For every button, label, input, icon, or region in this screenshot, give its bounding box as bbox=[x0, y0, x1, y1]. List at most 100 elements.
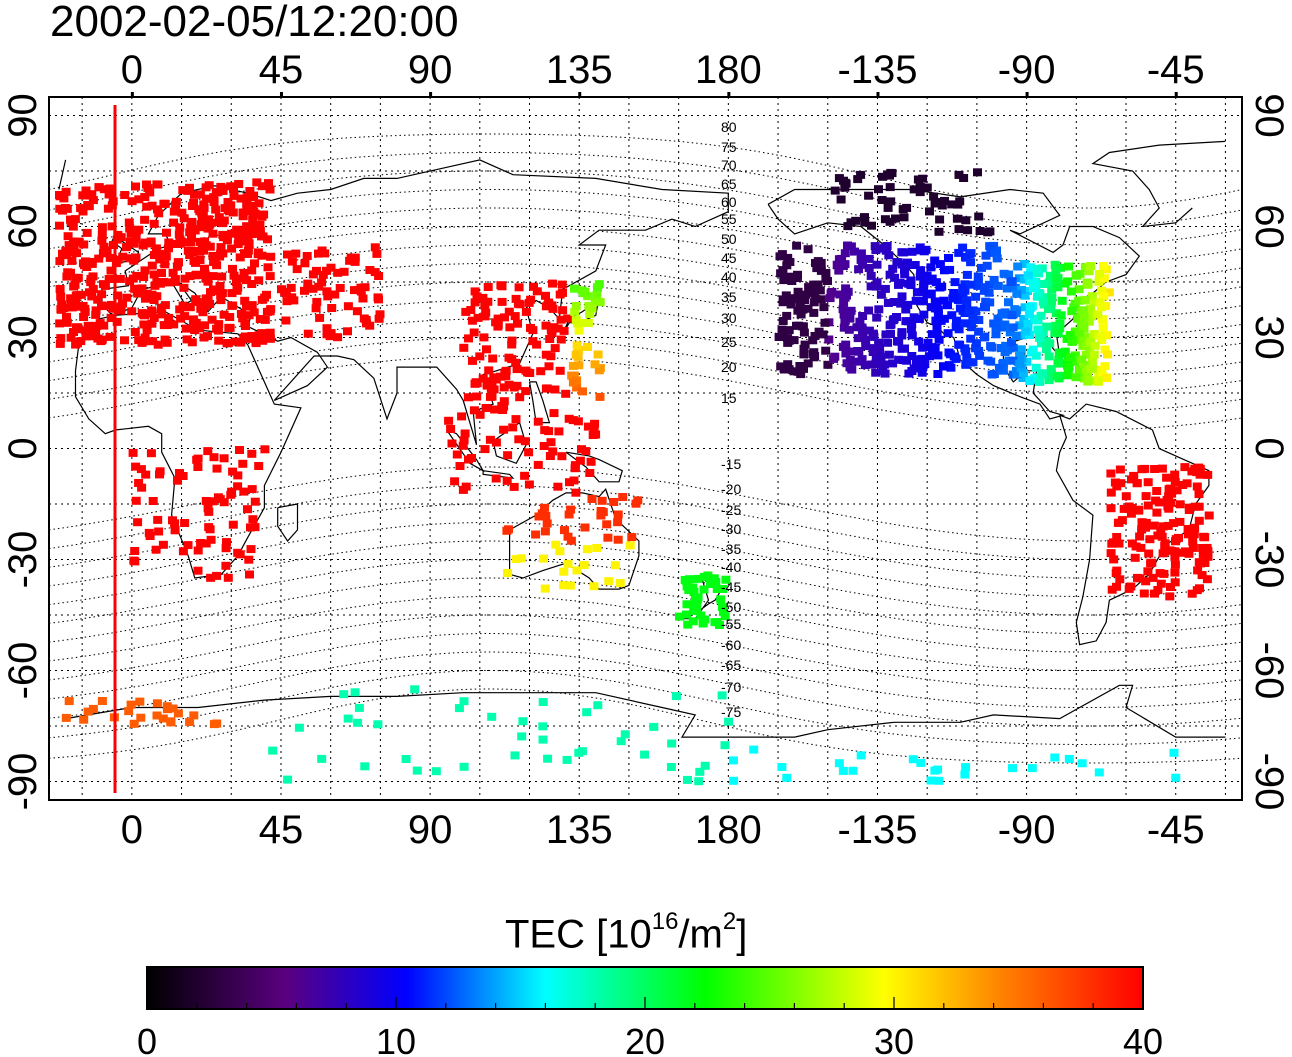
tec-cell bbox=[265, 328, 275, 337]
tec-cell bbox=[803, 304, 813, 313]
maglat-contour bbox=[49, 688, 1242, 764]
maglat-label: -45 bbox=[721, 579, 741, 595]
tec-cell bbox=[281, 316, 291, 325]
tec-cell bbox=[201, 183, 211, 192]
tec-cell bbox=[778, 317, 788, 325]
tec-cell bbox=[856, 170, 866, 179]
tec-cell bbox=[106, 266, 116, 275]
tec-cell bbox=[169, 207, 179, 216]
tec-cell bbox=[469, 328, 479, 337]
tec-cell bbox=[844, 325, 854, 334]
colorbar-ticks bbox=[146, 997, 1144, 1009]
tec-cell bbox=[545, 452, 555, 460]
tec-cell bbox=[108, 197, 118, 206]
tec-cell bbox=[825, 294, 835, 303]
tec-cell bbox=[1087, 292, 1097, 301]
tec-cell bbox=[595, 392, 605, 401]
tec-cell bbox=[216, 296, 226, 305]
tec-cell bbox=[505, 323, 515, 332]
tec-cell bbox=[219, 310, 229, 319]
tec-cell bbox=[925, 343, 935, 352]
tec-cell bbox=[808, 349, 818, 358]
tec-cell bbox=[214, 213, 224, 222]
tec-cell bbox=[604, 577, 614, 586]
tec-cell bbox=[890, 273, 900, 282]
tec-cell bbox=[1040, 293, 1050, 302]
tec-cell bbox=[909, 185, 919, 194]
tec-cell bbox=[985, 227, 995, 236]
tec-cell bbox=[925, 207, 934, 216]
tec-cell bbox=[590, 297, 600, 306]
tec-cell bbox=[1081, 350, 1091, 359]
tec-cell bbox=[783, 253, 793, 262]
tec-cell bbox=[459, 762, 469, 771]
tec-cell bbox=[1145, 535, 1155, 544]
tec-cell bbox=[247, 301, 257, 310]
tec-cell bbox=[568, 416, 578, 425]
tec-cell bbox=[1028, 345, 1038, 354]
tec-cell bbox=[66, 218, 76, 227]
tec-cell bbox=[203, 277, 213, 286]
tec-cell bbox=[493, 314, 503, 323]
tec-cell bbox=[1023, 271, 1033, 280]
tec-cell bbox=[1051, 266, 1061, 274]
tec-cell bbox=[164, 244, 173, 253]
tec-cell bbox=[874, 338, 884, 347]
tec-cell bbox=[962, 296, 971, 305]
tec-cell bbox=[1106, 549, 1116, 558]
tec-cell bbox=[66, 333, 76, 342]
tec-cell bbox=[1026, 263, 1036, 272]
tec-cell bbox=[1165, 546, 1175, 555]
tec-cell bbox=[845, 363, 855, 372]
tec-cell bbox=[834, 266, 844, 275]
lat-tick-label-right: 90 bbox=[1247, 93, 1291, 138]
tec-cell bbox=[915, 272, 925, 281]
tec-cell bbox=[602, 520, 612, 529]
tec-cell bbox=[475, 352, 485, 361]
tec-cell bbox=[538, 735, 548, 744]
tec-cell bbox=[1016, 286, 1026, 294]
tec-cell bbox=[1166, 583, 1175, 591]
tec-cell bbox=[158, 714, 168, 723]
tec-cell bbox=[487, 712, 497, 721]
tec-cell bbox=[81, 332, 91, 341]
tec-cell bbox=[242, 222, 252, 231]
tec-cell bbox=[906, 325, 916, 334]
tick-mark bbox=[1174, 92, 1178, 97]
tec-cell bbox=[565, 581, 575, 590]
lat-tick-label-left: 90 bbox=[1, 93, 45, 138]
tec-cell bbox=[718, 585, 728, 593]
tec-cell bbox=[533, 417, 543, 426]
tec-cell bbox=[1083, 370, 1093, 379]
tec-cell bbox=[469, 406, 479, 415]
tec-cell bbox=[813, 280, 823, 289]
tec-cell bbox=[560, 526, 569, 535]
tec-cell bbox=[562, 755, 572, 764]
tec-cell bbox=[1029, 284, 1038, 293]
tec-cell bbox=[884, 251, 894, 260]
tec-cell bbox=[980, 332, 990, 341]
tec-cell bbox=[149, 251, 159, 260]
tec-cell bbox=[222, 538, 231, 547]
tec-cell bbox=[1030, 374, 1040, 383]
tec-cell bbox=[1124, 584, 1134, 593]
tec-cell bbox=[99, 321, 109, 330]
tec-cell bbox=[1025, 303, 1035, 312]
tec-cell bbox=[1031, 314, 1041, 323]
tec-cell bbox=[134, 336, 144, 345]
tec-cell bbox=[1155, 569, 1165, 578]
tec-cell bbox=[965, 280, 975, 289]
tec-cell bbox=[339, 267, 349, 276]
tec-cell bbox=[960, 770, 970, 779]
tec-cell bbox=[317, 278, 327, 287]
tec-cell bbox=[76, 337, 86, 346]
tec-cell bbox=[593, 350, 603, 359]
maglat-label: 25 bbox=[721, 334, 737, 350]
tec-cell bbox=[125, 237, 135, 246]
tec-cell bbox=[69, 237, 79, 246]
tec-cell bbox=[933, 311, 943, 320]
tec-cell bbox=[885, 171, 894, 180]
tec-cell bbox=[460, 429, 470, 438]
tec-cell bbox=[201, 194, 211, 203]
tec-cell bbox=[1195, 559, 1205, 568]
